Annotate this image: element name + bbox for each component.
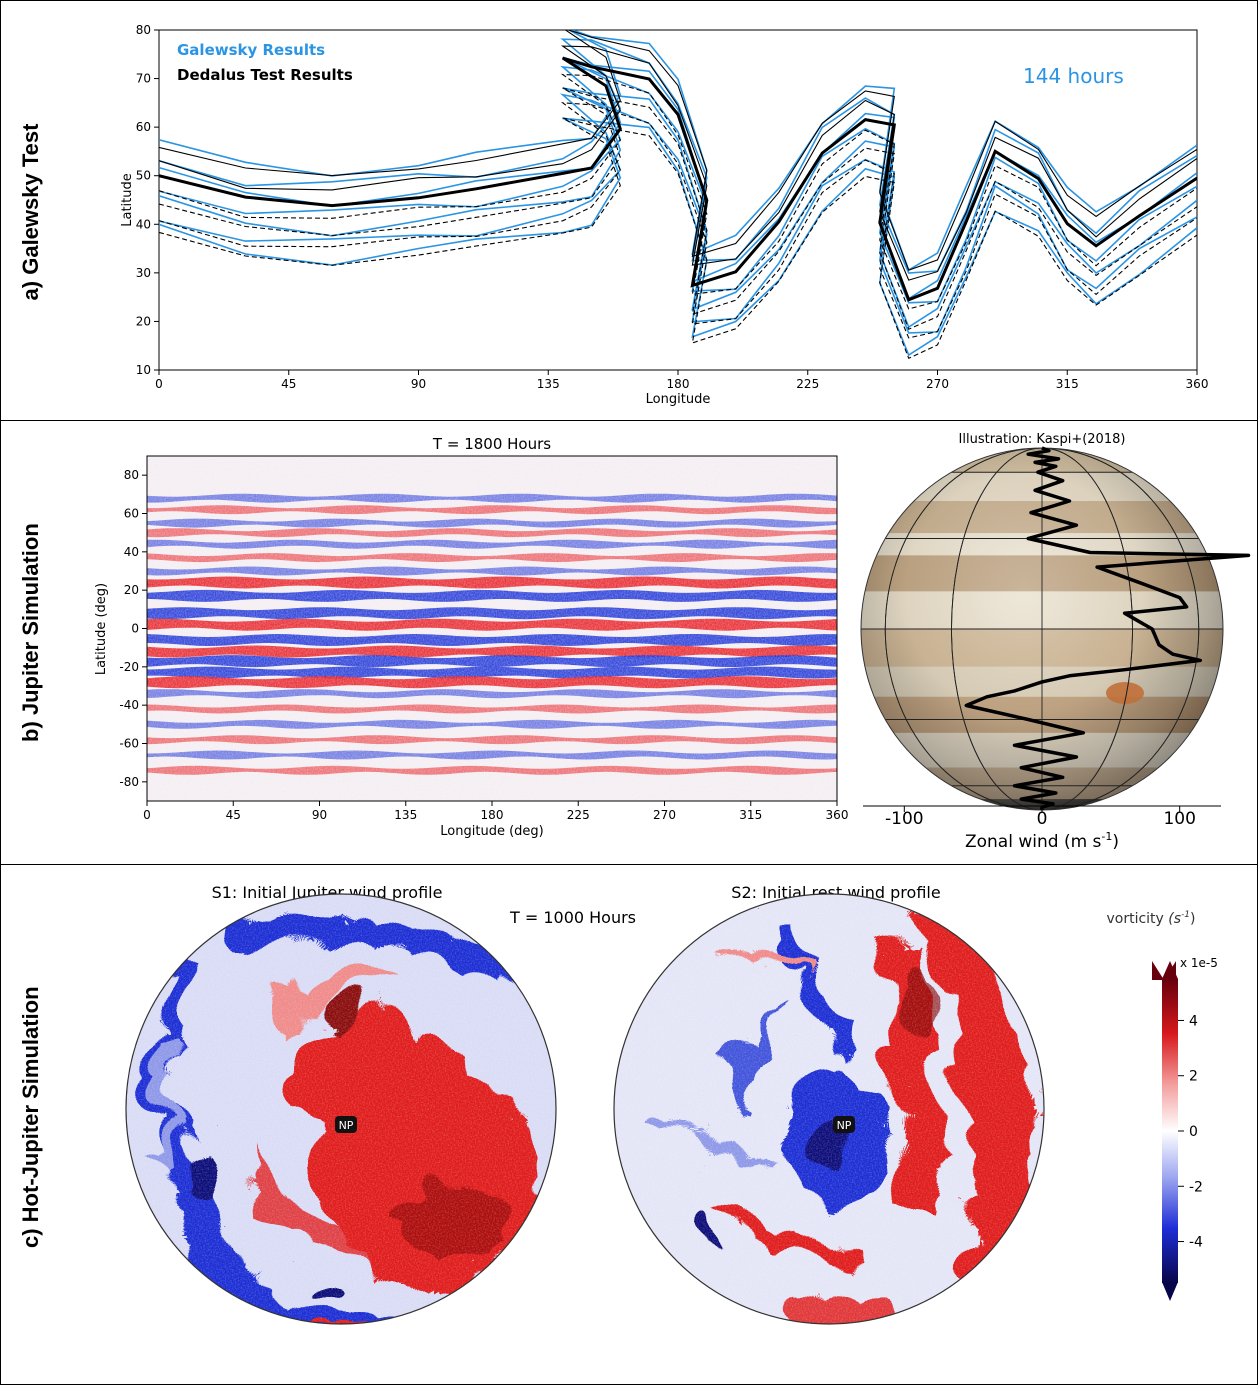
y-tick-label-a: 60	[136, 120, 151, 134]
x-tick-label-a: 180	[667, 377, 690, 391]
panel-c: c) Hot-Jupiter Simulation S1	[0, 864, 1258, 1385]
colorbar-tick-label: 2	[1189, 1069, 1198, 1085]
s1-vorticity-map	[126, 894, 556, 1324]
y-tick-label-a: 40	[136, 217, 151, 231]
x-tick-label-b: 270	[653, 808, 676, 822]
x-tick-label-a: 90	[411, 377, 426, 391]
galewsky-chart: 0 45 90 135 180 225 270 315 3601020304050607080 …	[120, 23, 1209, 407]
x-axis-label-b: Longitude (deg)	[440, 824, 543, 839]
time-annotation: 144 hours	[1023, 64, 1124, 88]
colorbar-tick-label: 0	[1189, 1124, 1198, 1140]
dedalus-contour	[159, 56, 1197, 302]
legend-dedalus: Dedalus Test Results	[177, 66, 353, 84]
chart-b-title: T = 1800 Hours	[432, 435, 551, 453]
dedalus-contour	[159, 102, 1197, 339]
wind-tick-label: 100	[1163, 809, 1195, 829]
panel-a: a) Galewsky Test 0 45 90 135 180 225 270 315 360…	[0, 0, 1258, 421]
x-tick-label-a: 270	[926, 377, 949, 391]
y-tick-label-b: 20	[124, 583, 139, 597]
x-tick-label-b: 225	[567, 808, 590, 822]
jupiter-chart: T = 1800 Hours 0 45 90 135 180 225 270 315 360 80…	[94, 432, 1251, 852]
y-tick-label-a: 30	[136, 266, 151, 280]
y-tick-label-b: -80	[119, 775, 139, 789]
y-axis-label: Latitude	[120, 173, 135, 227]
galewsky-contour	[159, 65, 1197, 304]
dedalus-contour	[159, 73, 1197, 310]
s2-title: S2: Initial rest wind profile	[731, 883, 940, 902]
colorbar-scale: x 1e-5	[1180, 956, 1218, 970]
x-tick-label-b: 135	[394, 808, 417, 822]
y-tick-label-b: -20	[119, 660, 139, 674]
zonal-wind-label: Zonal wind (m s-1)	[965, 830, 1119, 852]
x-tick-label-b: 315	[739, 808, 762, 822]
dedalus-contour	[159, 87, 1197, 330]
panel-c-label: c) Hot-Jupiter Simulation	[18, 986, 43, 1248]
galewsky-contour	[159, 117, 1197, 357]
dedalus-contour	[159, 45, 1197, 281]
chart-c-title: T = 1000 Hours	[509, 908, 636, 927]
y-tick-label-b: -60	[119, 737, 139, 751]
x-axis-label: Longitude	[646, 392, 711, 407]
s2-pole-label: NP	[837, 1119, 852, 1132]
x-tick-label-b: 180	[481, 808, 504, 822]
zonal-wind-profile	[964, 446, 1251, 810]
y-tick-label-a: 10	[136, 363, 151, 377]
globe-meridian	[884, 448, 1200, 810]
x-tick-label-a: 0	[155, 377, 163, 391]
s2-pole-marker	[833, 1116, 855, 1133]
x-tick-label-a: 45	[281, 377, 296, 391]
galewsky-contour	[159, 38, 1197, 274]
x-tick-label-a: 360	[1186, 377, 1209, 391]
x-tick-label-b: 360	[826, 808, 849, 822]
colorbar-tick-label: 4	[1189, 1013, 1198, 1029]
y-tick-label-b: -40	[119, 698, 139, 712]
x-tick-label-a: 135	[537, 377, 560, 391]
x-tick-label-a: 315	[1056, 377, 1079, 391]
y-tick-label-a: 20	[136, 314, 151, 328]
x-tick-label-b: 0	[143, 808, 151, 822]
x-tick-label-b: 45	[226, 808, 241, 822]
globe-meridian	[951, 448, 1133, 810]
colorbar-tick-label: -2	[1189, 1179, 1203, 1195]
panel-b: b) Jupiter Simulation T = 1800 Hours 0 45…	[0, 420, 1258, 865]
s1-pole-marker	[335, 1116, 357, 1133]
galewsky-contour	[159, 93, 1197, 334]
y-axis-label-b: Latitude (deg)	[94, 583, 109, 675]
s2-vorticity-map	[614, 894, 1044, 1324]
y-tick-label-b: 0	[131, 622, 139, 636]
dedalus-contour	[159, 30, 1197, 271]
s1-title: S1: Initial Jupiter wind profile	[212, 883, 443, 902]
jupiter-globe-illustration	[860, 446, 1251, 811]
y-tick-label-b: 40	[124, 545, 139, 559]
dedalus-contour	[159, 117, 1197, 360]
colorbar-label: vorticity (s-1)	[1106, 910, 1195, 927]
colorbar-tick-label: -4	[1189, 1235, 1203, 1251]
y-tick-label-b: 80	[124, 468, 139, 482]
y-tick-label-b: 60	[124, 507, 139, 521]
y-tick-label-a: 50	[136, 169, 151, 183]
y-tick-label-a: 70	[136, 72, 151, 86]
y-tick-label-a: 80	[136, 23, 151, 37]
legend-galewsky: Galewsky Results	[177, 41, 325, 59]
colorbar	[1162, 979, 1178, 1283]
x-tick-label-a: 225	[796, 377, 819, 391]
wind-tick-label: 0	[1037, 809, 1048, 829]
globe-title: Illustration: Kaspi+(2018)	[959, 432, 1126, 447]
wind-tick-label: -100	[885, 809, 924, 829]
panel-b-label: b) Jupiter Simulation	[18, 523, 43, 742]
panel-a-label: a) Galewsky Test	[18, 123, 43, 301]
x-tick-label-b: 90	[312, 808, 327, 822]
hot-jupiter-chart: S1: Initial Jupiter wind profile S2: Ini…	[125, 883, 1218, 1325]
great-red-spot	[1106, 682, 1144, 704]
s1-pole-label: NP	[339, 1119, 354, 1132]
